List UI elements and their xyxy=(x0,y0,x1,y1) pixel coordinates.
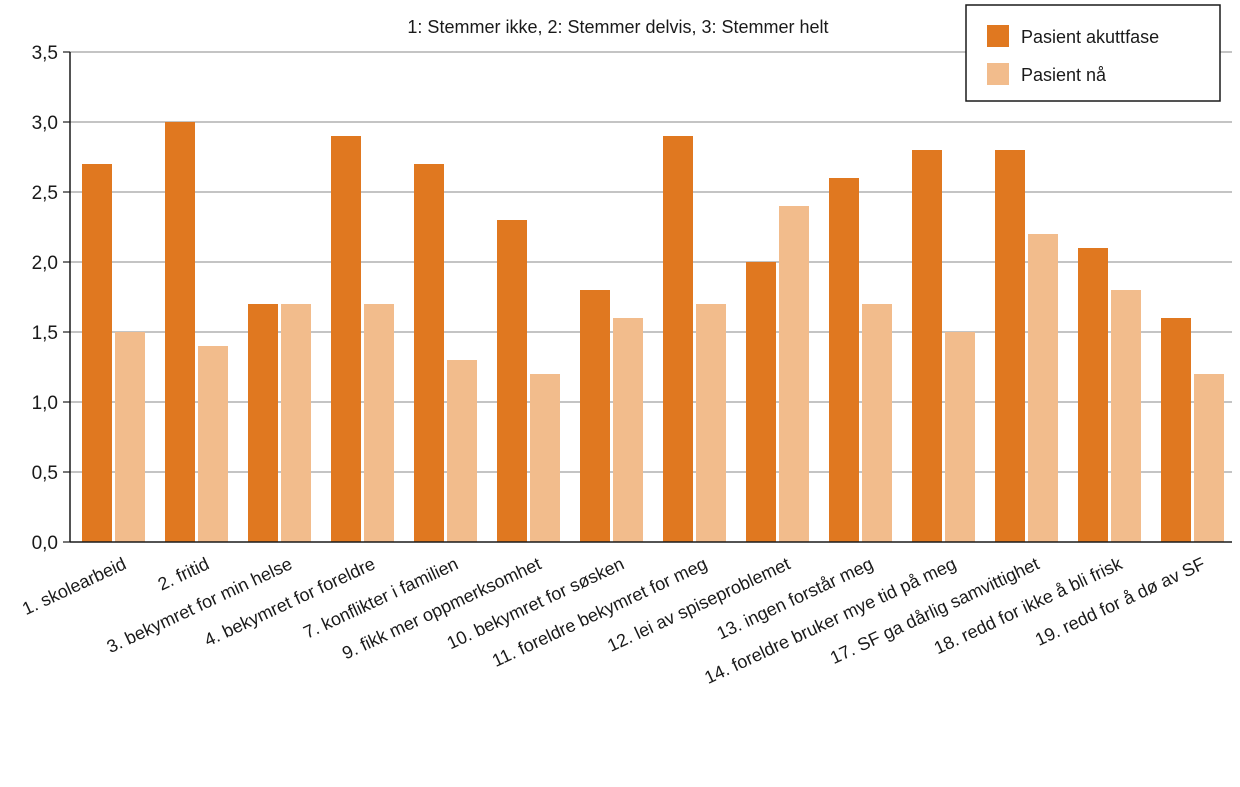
bar-na xyxy=(447,360,477,542)
bar-na xyxy=(1111,290,1141,542)
legend-label-na: Pasient nå xyxy=(1021,65,1107,85)
legend-box xyxy=(965,4,1221,102)
bar-akuttfase xyxy=(165,122,195,542)
bar-akuttfase xyxy=(331,136,361,542)
y-tick-label: 0,5 xyxy=(32,463,58,484)
bar-na xyxy=(613,318,643,542)
bar-na xyxy=(779,206,809,542)
bar-akuttfase xyxy=(414,164,444,542)
bar-na xyxy=(1028,234,1058,542)
bar-akuttfase xyxy=(746,262,776,542)
bar-akuttfase xyxy=(1078,248,1108,542)
bar-akuttfase xyxy=(1161,318,1191,542)
bar-na xyxy=(696,304,726,542)
legend-swatch-akuttfase xyxy=(987,25,1009,47)
y-tick-label: 3,0 xyxy=(32,113,58,134)
legend-swatch-na xyxy=(987,63,1009,85)
bar-akuttfase xyxy=(580,290,610,542)
legend: Pasient akuttfase Pasient nå xyxy=(965,4,1221,102)
bar-akuttfase xyxy=(497,220,527,542)
bar-na xyxy=(1194,374,1224,542)
bar-na xyxy=(945,332,975,542)
bar-akuttfase xyxy=(663,136,693,542)
y-tick-label: 2,5 xyxy=(32,183,58,204)
y-tick-label: 0,0 xyxy=(32,533,58,554)
y-tick-labels: 0,0 0,5 1,0 1,5 2,0 2,5 3,0 3,5 xyxy=(32,43,70,554)
y-tick-label: 1,5 xyxy=(32,323,58,344)
bar-na xyxy=(530,374,560,542)
bar-akuttfase xyxy=(82,164,112,542)
bar-na xyxy=(364,304,394,542)
bar-akuttfase xyxy=(248,304,278,542)
bar-na xyxy=(281,304,311,542)
bar-na xyxy=(862,304,892,542)
chart-subtitle: 1: Stemmer ikke, 2: Stemmer delvis, 3: S… xyxy=(407,17,828,37)
y-tick-label: 2,0 xyxy=(32,253,58,274)
bar-akuttfase xyxy=(912,150,942,542)
legend-label-akuttfase: Pasient akuttfase xyxy=(1021,27,1159,47)
bar-na xyxy=(198,346,228,542)
y-tick-label: 1,0 xyxy=(32,393,58,414)
x-tick-label: 1. skolearbeid xyxy=(19,553,129,618)
bars xyxy=(82,122,1224,542)
x-tick-label: 2. fritid xyxy=(155,553,212,594)
y-tick-label: 3,5 xyxy=(32,43,58,64)
bar-na xyxy=(115,332,145,542)
bar-akuttfase xyxy=(829,178,859,542)
bar-akuttfase xyxy=(995,150,1025,542)
axes xyxy=(69,52,1232,543)
